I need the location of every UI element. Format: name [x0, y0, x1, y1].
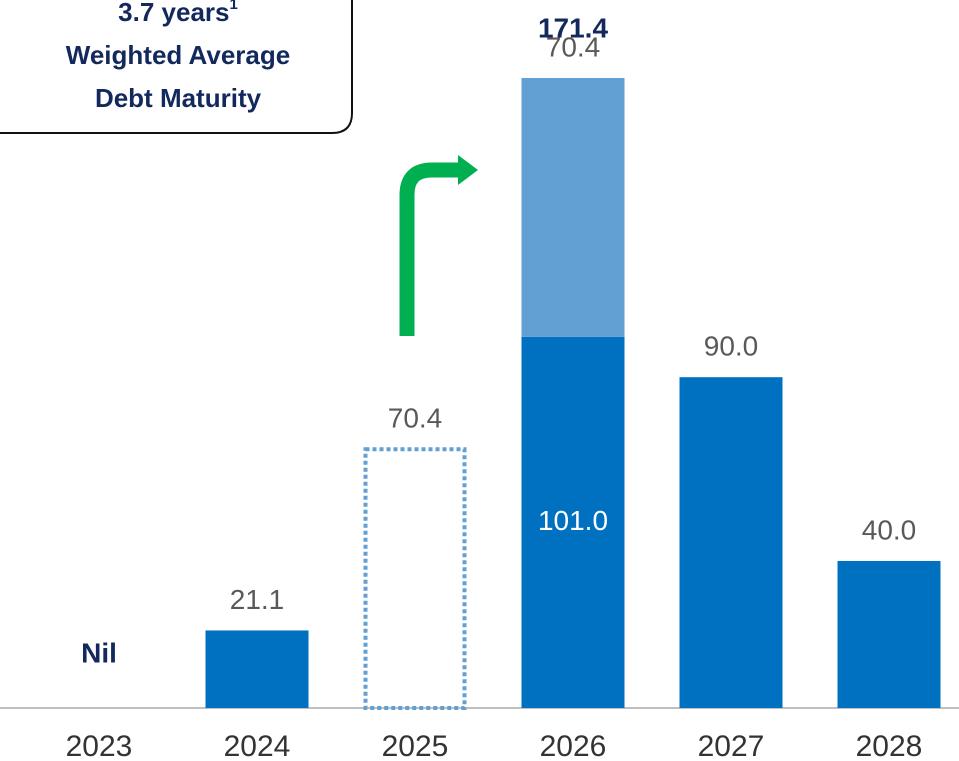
total-label: 171.4 — [538, 12, 608, 43]
annotation-box — [0, 0, 353, 134]
x-tick-label: 2025 — [382, 730, 449, 761]
bar — [837, 560, 941, 708]
bar-outline — [363, 447, 467, 710]
bar — [521, 78, 625, 337]
annotation-line: Debt Maturity — [95, 83, 262, 113]
value-label: 21.1 — [230, 584, 285, 615]
arrow — [399, 162, 462, 336]
value-label: 101.0 — [538, 505, 608, 536]
value-label: 70.4 — [546, 31, 601, 62]
x-tick-label: 2027 — [698, 730, 765, 761]
value-label: 70.4 — [388, 403, 443, 434]
value-label: Nil — [81, 637, 117, 668]
value-label: 40.0 — [862, 514, 917, 545]
bar — [679, 377, 783, 708]
annotation-line: 3.7 years — [118, 0, 229, 27]
x-tick-label: 2026 — [540, 730, 607, 761]
x-tick-label: 2028 — [856, 730, 923, 761]
value-label: 90.0 — [704, 331, 759, 362]
bar — [521, 336, 625, 708]
annotation-line: Weighted Average — [66, 40, 290, 70]
bar — [205, 630, 309, 708]
annotation-text: 3.7 years1 — [118, 0, 238, 27]
x-tick-label: 2023 — [66, 730, 133, 761]
arrow-head — [458, 155, 478, 185]
x-tick-label: 2024 — [224, 730, 291, 761]
footnote-mark: 1 — [229, 0, 237, 13]
